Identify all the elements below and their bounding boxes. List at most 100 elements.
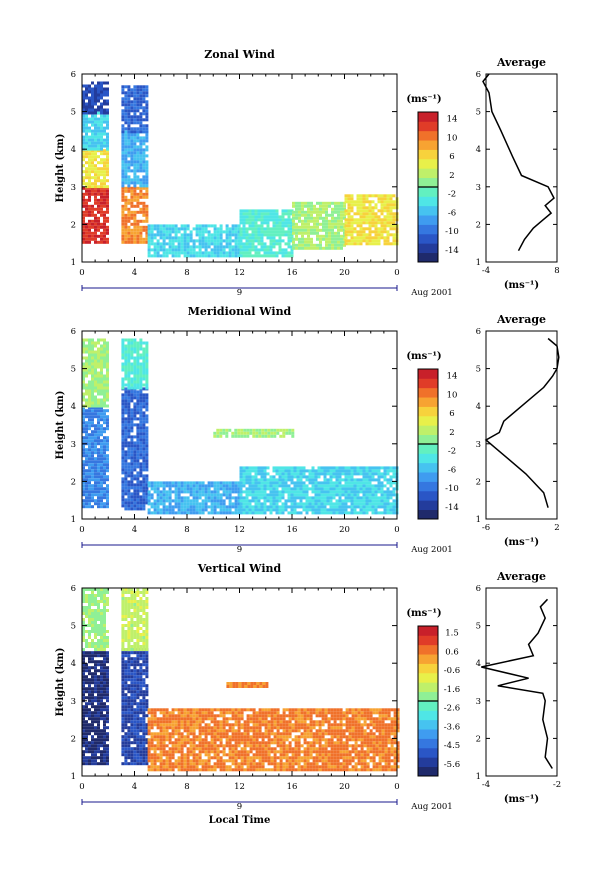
- heatmap-cell: [248, 484, 252, 488]
- heatmap-cell: [97, 406, 100, 410]
- heatmap-cell: [103, 412, 106, 416]
- heatmap-cell: [91, 705, 94, 709]
- heatmap-cell: [186, 224, 190, 228]
- heatmap-cell: [82, 377, 85, 381]
- heatmap-cell: [150, 233, 154, 237]
- heatmap-cell: [106, 210, 109, 214]
- heatmap-cell: [136, 717, 140, 721]
- colorbar-swatch: [418, 500, 438, 511]
- heatmap-cell: [341, 487, 345, 491]
- heatmap-cell: [136, 127, 140, 131]
- heatmap-cell: [97, 475, 100, 479]
- heatmap-cell: [162, 505, 166, 509]
- heatmap-cell: [121, 353, 125, 357]
- heatmap-cell: [275, 481, 279, 485]
- heatmap-cell: [198, 508, 202, 512]
- heatmap-cell: [145, 459, 149, 463]
- heatmap-cell: [106, 603, 109, 606]
- heatmap-cell: [103, 660, 106, 664]
- heatmap-cell: [222, 508, 226, 512]
- heatmap-cell: [275, 484, 279, 488]
- heatmap-cell: [254, 251, 258, 255]
- heatmap-cell: [136, 359, 140, 363]
- heatmap-cell: [121, 240, 125, 244]
- heatmap-cell: [88, 170, 91, 174]
- heatmap-cell: [347, 478, 351, 482]
- heatmap-cell: [100, 418, 103, 422]
- heatmap-cell: [374, 227, 378, 231]
- heatmap-cell: [311, 496, 315, 500]
- heatmap-cell: [171, 511, 175, 515]
- heatmap-cell: [257, 499, 261, 503]
- heatmap-cell: [139, 420, 143, 424]
- heatmap-cell: [266, 472, 270, 476]
- heatmap-cell: [142, 118, 146, 122]
- heatmap-cell: [310, 201, 313, 205]
- heatmap-cell: [350, 472, 354, 476]
- heatmap-cell: [100, 108, 103, 112]
- heatmap-cell: [371, 469, 375, 473]
- heatmap-cell: [127, 756, 131, 760]
- heatmap-cell: [82, 681, 85, 685]
- heatmap-cell: [91, 651, 94, 655]
- heatmap-cell: [97, 675, 100, 679]
- heatmap-cell: [183, 511, 187, 515]
- heatmap-cell: [292, 222, 295, 226]
- heatmap-cell: [139, 717, 143, 721]
- heatmap-cell: [216, 248, 220, 252]
- heatmap-cell: [183, 242, 187, 246]
- heatmap-cell: [290, 505, 294, 509]
- heatmap-cell: [368, 481, 372, 485]
- heatmap-cell: [82, 609, 85, 612]
- heatmap-cell: [359, 203, 363, 207]
- heatmap-cell: [142, 414, 146, 418]
- heatmap-cell: [97, 81, 100, 85]
- heatmap-cell: [239, 481, 243, 485]
- heatmap-cell: [325, 225, 328, 229]
- heatmap-cell: [383, 484, 387, 488]
- heatmap-cell: [127, 468, 131, 472]
- heatmap-cell: [94, 362, 97, 366]
- heatmap-cell: [260, 248, 264, 252]
- heatmap-cell: [106, 714, 109, 718]
- heatmap-cell: [121, 699, 125, 703]
- heatmap-cell: [337, 246, 340, 250]
- heatmap-cell: [133, 417, 137, 421]
- heatmap-cell: [305, 484, 309, 488]
- heatmap-cell: [242, 236, 246, 240]
- heatmap-cell: [133, 127, 137, 131]
- heatmap-cell: [269, 502, 273, 506]
- heatmap-cell: [103, 353, 106, 357]
- heatmap-cell: [100, 684, 103, 688]
- heatmap-cell: [245, 230, 249, 234]
- heatmap-cell: [139, 657, 143, 661]
- heatmap-cell: [103, 389, 106, 393]
- heatmap-cell: [186, 484, 190, 488]
- heatmap-cell: [133, 237, 137, 241]
- heatmap-cell: [94, 108, 97, 112]
- heatmap-cell: [307, 216, 310, 220]
- heatmap-cell: [299, 505, 303, 509]
- colorbar-swatch: [418, 121, 438, 132]
- heatmap-cell: [147, 245, 151, 249]
- heatmap-cell: [103, 409, 106, 413]
- heatmap-cell: [251, 236, 255, 240]
- heatmap-cell: [133, 234, 137, 238]
- heatmap-cell: [133, 498, 137, 502]
- heatmap-cell: [377, 502, 381, 506]
- heatmap-cell: [374, 472, 378, 476]
- heatmap-cell: [121, 139, 125, 143]
- heatmap-cell: [106, 386, 109, 390]
- heatmap-cell: [338, 475, 342, 479]
- heatmap-cell: [85, 475, 88, 479]
- heatmap-cell: [133, 154, 137, 158]
- heatmap-cell: [103, 216, 106, 220]
- colorbar-swatch: [418, 140, 438, 150]
- heatmap-cell: [97, 186, 100, 190]
- heatmap-cell: [201, 242, 205, 246]
- heatmap-cell: [103, 392, 106, 396]
- colorbar-tick-label: 10: [447, 133, 458, 143]
- heatmap-cell: [91, 222, 94, 226]
- heatmap-cell: [88, 708, 91, 712]
- heatmap-cell: [100, 681, 103, 685]
